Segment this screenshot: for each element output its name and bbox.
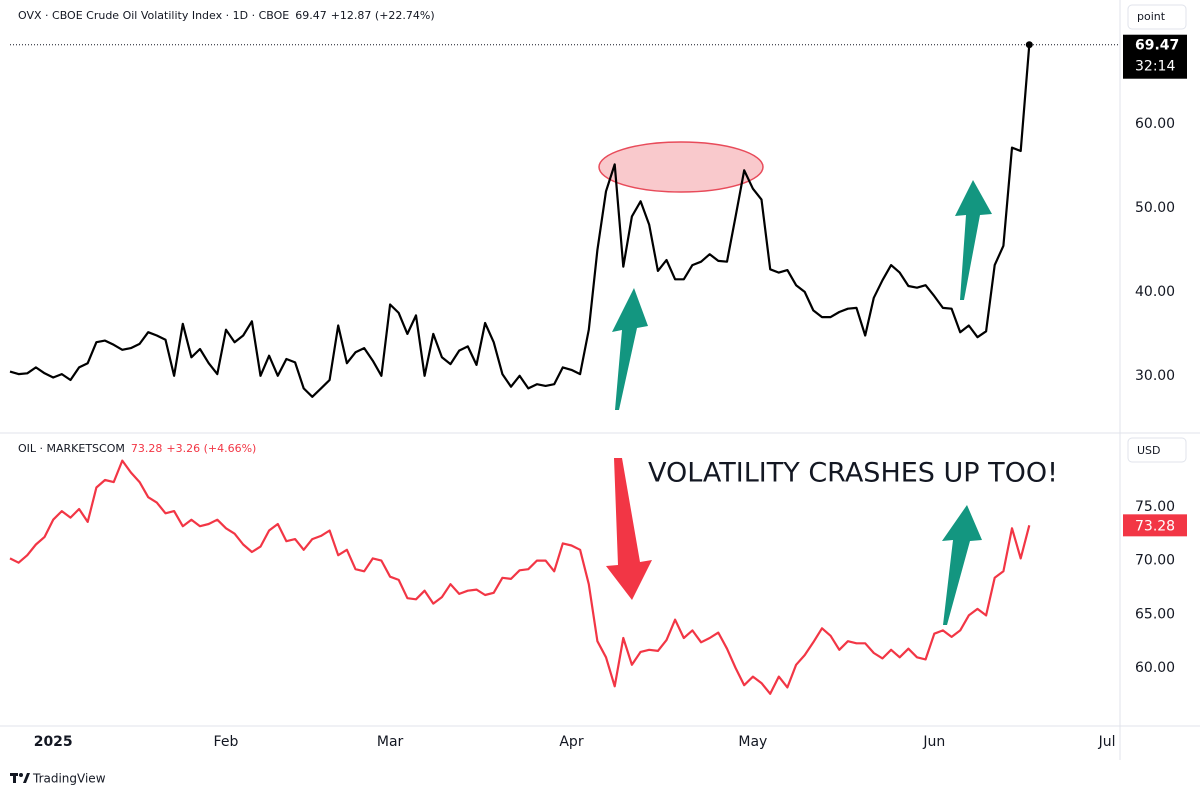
footer-brand: TradingView: [32, 772, 106, 786]
x-tick-label: Apr: [559, 734, 583, 750]
annotation: VOLATILITY CRASHES UP TOO!: [648, 458, 1058, 489]
legend-value: 69.47: [295, 9, 327, 22]
y-tick-label: 65.00: [1135, 606, 1175, 622]
legend-title: OIL · MARKETSCOM 73.28 +3.26 (+4.66%): [18, 442, 256, 455]
logo-part: [23, 773, 30, 783]
legend-change: +12.87 (+22.74%): [331, 9, 435, 22]
x-tick-label: May: [738, 734, 767, 750]
y-tick-label: 60.00: [1135, 116, 1175, 132]
legend-name: OVX · CBOE Crude Oil Volatility Index · …: [18, 9, 289, 22]
price-tag: [1123, 34, 1187, 79]
x-tick-label: Jul: [1098, 734, 1116, 750]
logo: [10, 773, 30, 783]
countdown: 32:14: [1135, 59, 1175, 75]
x-tick-label: 2025: [34, 734, 73, 750]
y-tick-label: 50.00: [1135, 200, 1175, 216]
series-line: [9, 44, 1031, 398]
logo-part: [13, 773, 16, 783]
down-arrow: [606, 458, 652, 600]
legend-name: OIL · MARKETSCOM: [18, 442, 125, 455]
series-line: [9, 459, 1031, 695]
last-point: [1025, 41, 1033, 49]
y-tick-label: 75.00: [1135, 499, 1175, 515]
legend-value: 73.28: [131, 442, 163, 455]
up-arrow: [942, 505, 982, 625]
legend-change: +3.26 (+4.66%): [166, 442, 256, 455]
y-tick-label: 30.00: [1135, 368, 1175, 384]
x-tick-label: Feb: [214, 734, 239, 750]
unit-box[interactable]: [1127, 4, 1187, 30]
x-tick-label: Mar: [377, 734, 404, 750]
price-tag: [1123, 514, 1187, 537]
up-arrow: [955, 180, 992, 300]
x-tick-label: Jun: [922, 734, 945, 750]
unit-box[interactable]: [1127, 437, 1187, 463]
price-tag-label: 69.47: [1135, 38, 1179, 54]
y-tick-label: 60.00: [1135, 660, 1175, 676]
legend-title: OVX · CBOE Crude Oil Volatility Index · …: [18, 9, 435, 22]
up-arrow: [612, 288, 648, 410]
y-tick-label: 40.00: [1135, 284, 1175, 300]
unit-label: USD: [1137, 444, 1161, 457]
unit-label: point: [1137, 10, 1166, 23]
logo-part: [19, 773, 23, 777]
y-tick-label: 70.00: [1135, 553, 1175, 569]
highlight-ellipse: [598, 141, 764, 193]
price-tag-label: 73.28: [1135, 518, 1175, 534]
